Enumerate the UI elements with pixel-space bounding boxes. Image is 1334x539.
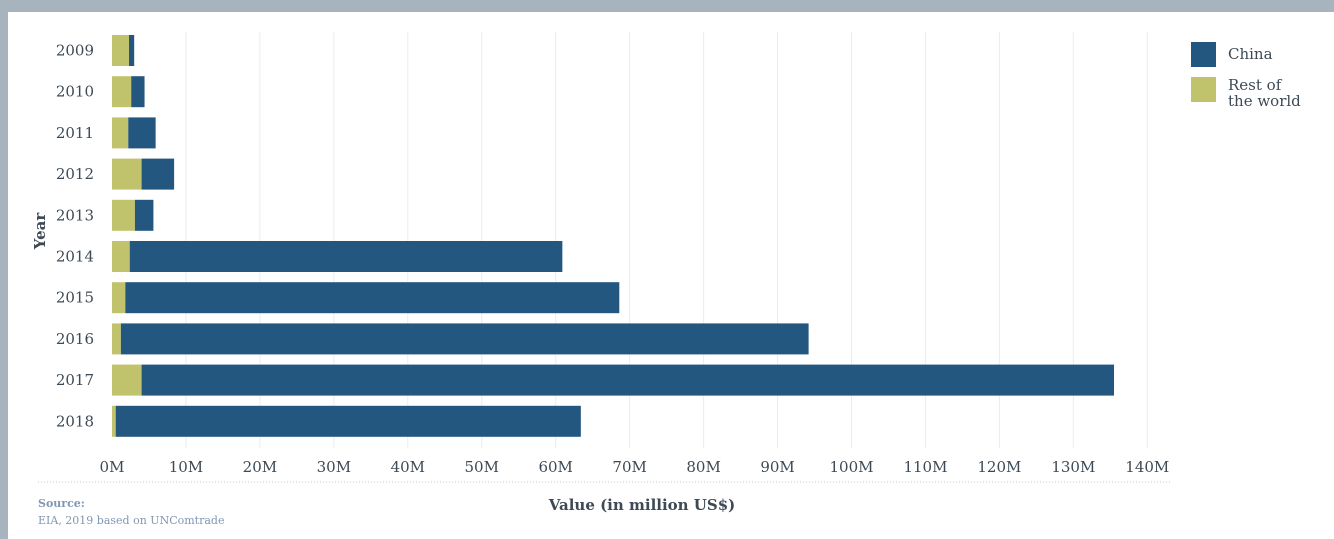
bar-china-2013[interactable] xyxy=(134,199,154,231)
x-tick-label: 10M xyxy=(169,458,203,476)
x-tick-label: 90M xyxy=(760,458,794,476)
bar-rest-of-the-world-2018[interactable] xyxy=(112,405,116,437)
x-tick-label: 110M xyxy=(903,458,947,476)
source-text: EIA, 2019 based on UNComtrade xyxy=(38,514,225,527)
y-tick-label: 2018 xyxy=(56,412,94,430)
bar-rest-of-the-world-2014[interactable] xyxy=(112,241,130,272)
bar-rest-of-the-world-2009[interactable] xyxy=(112,35,130,66)
bar-china-2014[interactable] xyxy=(129,241,563,272)
x-tick-label: 60M xyxy=(538,458,572,476)
x-axis-title: Value (in million US$) xyxy=(548,496,736,514)
bar-rest-of-the-world-2010[interactable] xyxy=(112,76,132,108)
bars xyxy=(112,35,1115,437)
x-tick-label: 20M xyxy=(243,458,277,476)
bar-china-2016[interactable] xyxy=(120,323,809,355)
bar-china-2010[interactable] xyxy=(131,76,145,108)
y-tick-label: 2015 xyxy=(56,289,94,307)
x-tick-label: 100M xyxy=(830,458,874,476)
y-tick-label: 2011 xyxy=(56,124,94,142)
bar-rest-of-the-world-2016[interactable] xyxy=(112,323,121,355)
x-tick-label: 0M xyxy=(100,458,125,476)
x-tick-label: 30M xyxy=(317,458,351,476)
y-tick-labels: 2009 2010 2011 2012 2013 2014 2015 2016 2017 2018 xyxy=(56,42,94,431)
source-note: Source: EIA, 2019 based on UNComtrade xyxy=(38,497,224,527)
legend-label-rest-of-world: Rest of the world xyxy=(1228,76,1301,110)
x-tick-label: 70M xyxy=(612,458,646,476)
legend-label-china: China xyxy=(1228,45,1273,63)
bar-china-2018[interactable] xyxy=(115,405,581,437)
bar-china-2015[interactable] xyxy=(125,282,620,314)
chart: 2009 2010 2011 2012 2013 2014 2015 2016 2017 2018… xyxy=(31,32,1170,514)
bar-china-2012[interactable] xyxy=(141,158,175,190)
bar-china-2017[interactable] xyxy=(141,364,1115,396)
x-tick-label: 140M xyxy=(1125,458,1169,476)
bar-rest-of-the-world-2012[interactable] xyxy=(112,158,142,190)
legend: China Rest of the world xyxy=(1191,42,1308,119)
y-tick-label: 2010 xyxy=(56,83,94,101)
legend-swatch-china xyxy=(1191,42,1216,67)
y-tick-label: 2017 xyxy=(56,371,94,389)
source-title: Source: xyxy=(38,497,85,510)
legend-item-rest-of-world[interactable]: Rest of the world xyxy=(1191,77,1308,109)
y-tick-label: 2016 xyxy=(56,330,94,348)
chart-panel: 2009 2010 2011 2012 2013 2014 2015 2016 2017 2018… xyxy=(8,12,1334,539)
x-tick-label: 50M xyxy=(465,458,499,476)
x-tick-labels: 0M 10M 20M 30M 40M 50M 60M 70M 80M 90M 100M 110M 120… xyxy=(100,458,1170,476)
bar-china-2011[interactable] xyxy=(128,117,156,149)
x-tick-label: 80M xyxy=(686,458,720,476)
x-tick-label: 120M xyxy=(977,458,1021,476)
bar-rest-of-the-world-2015[interactable] xyxy=(112,282,126,314)
x-tick-label: 40M xyxy=(391,458,425,476)
bar-china-2009[interactable] xyxy=(129,35,135,66)
y-axis-title: Year xyxy=(31,212,49,251)
y-tick-label: 2014 xyxy=(56,248,94,266)
y-tick-label: 2013 xyxy=(56,206,94,224)
bar-rest-of-the-world-2013[interactable] xyxy=(112,199,135,231)
legend-item-china[interactable]: China xyxy=(1191,42,1308,67)
bar-rest-of-the-world-2011[interactable] xyxy=(112,117,129,149)
bar-rest-of-the-world-2017[interactable] xyxy=(112,364,142,396)
x-tick-label: 130M xyxy=(1051,458,1095,476)
y-tick-label: 2009 xyxy=(56,42,94,60)
legend-swatch-rest-of-world xyxy=(1191,77,1216,102)
y-tick-label: 2012 xyxy=(56,165,94,183)
